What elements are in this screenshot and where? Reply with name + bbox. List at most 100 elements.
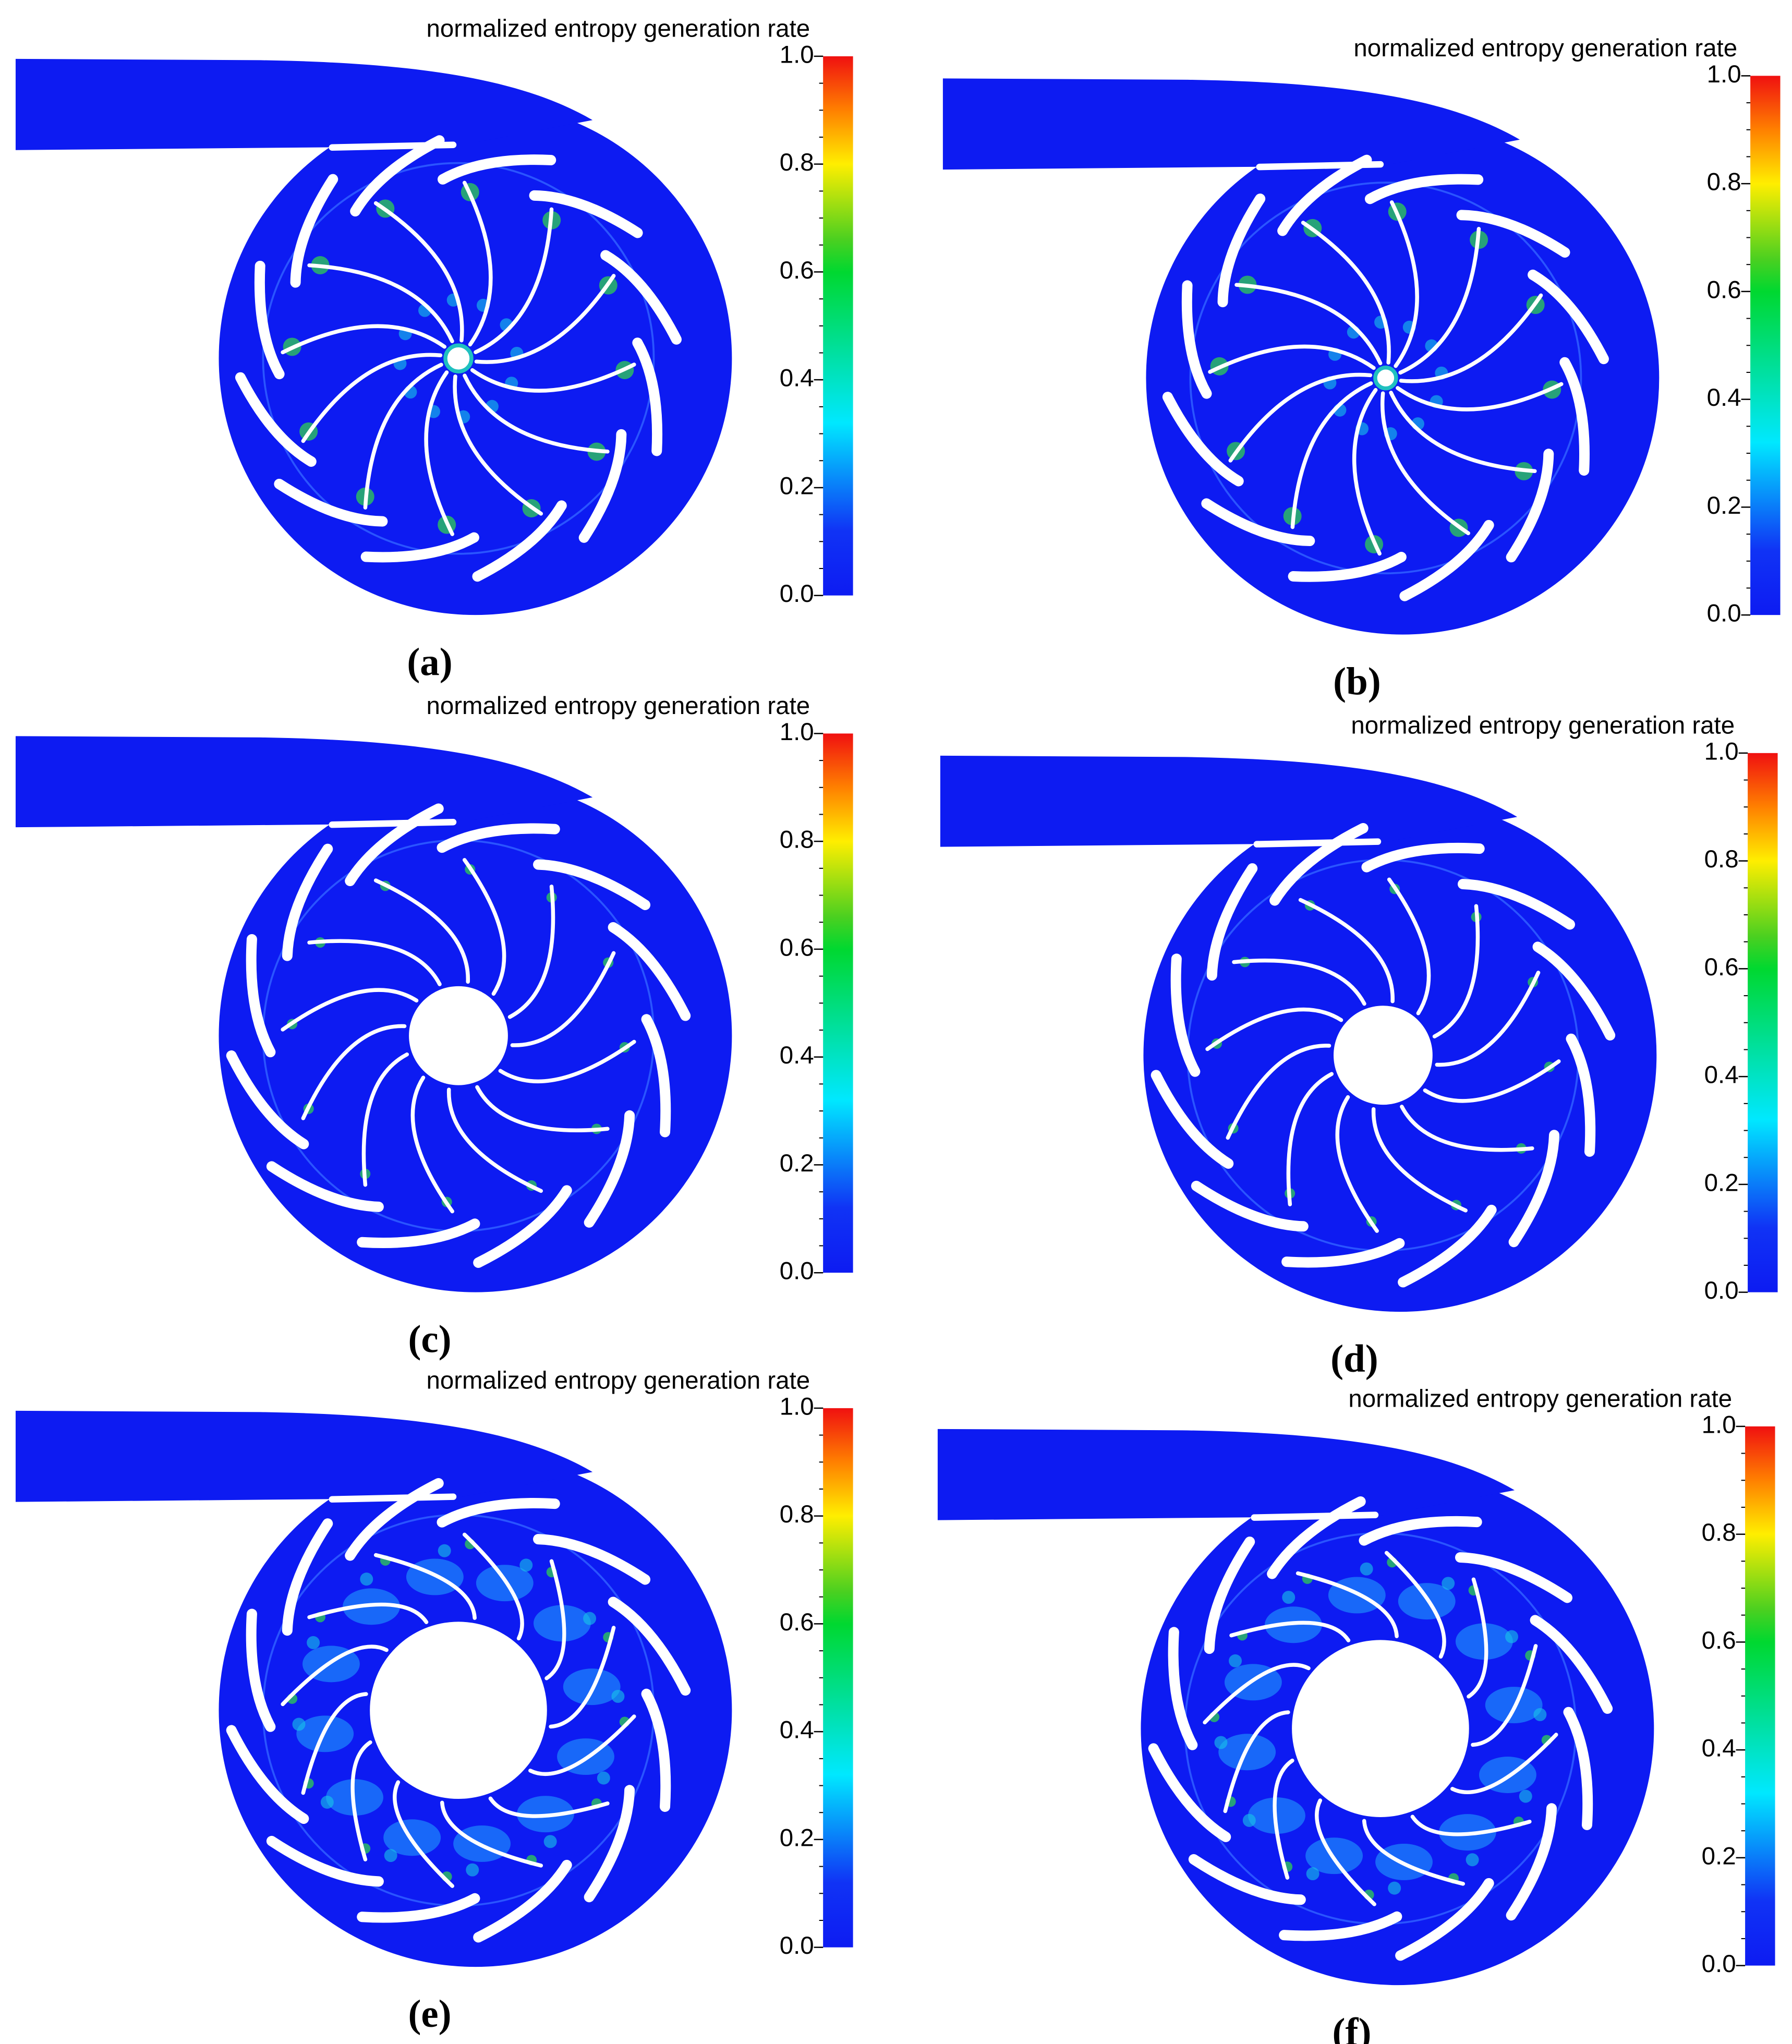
impeller-blade [1232,958,1366,1006]
impeller-blade [1295,1571,1399,1638]
impeller-blade [1450,1733,1558,1795]
tick-label: 0.4 [780,1042,814,1069]
impeller-blade [1384,1551,1446,1659]
panel: normalized entropy generation rate 0.0 0.2… [942,34,1781,703]
impeller-blade [1273,1758,1294,1880]
flow-spot [384,1849,397,1862]
flow-spot [1388,1881,1401,1895]
tick-label: 1.0 [780,718,814,746]
flow-spot [1214,1736,1228,1749]
guide-vane [641,1688,671,1812]
flow-spot [1229,1654,1242,1667]
guide-vane [1277,154,1372,236]
guide-vane [1559,357,1590,476]
guide-vane [1508,1130,1560,1248]
impeller-blade [1396,382,1564,412]
impeller-blade [1399,293,1543,383]
impeller-blade [1471,1644,1538,1747]
guide-vane [1288,552,1407,582]
volute-inlet [942,78,1520,170]
panel: normalized entropy generation rate 0.0 0.2… [940,711,1778,1381]
colorbar [1750,76,1781,615]
guide-vane [1188,1854,1306,1905]
impeller-blade [1229,1620,1351,1642]
tick-label: 0.8 [780,826,814,854]
impeller-blade [373,201,464,343]
panel-label: (f) [1333,2011,1372,2044]
guide-vane [246,934,276,1058]
flow-spot [543,1835,557,1848]
impeller-blade [307,939,442,986]
colorbar-title: normalized entropy generation rate [1351,711,1735,739]
tick-label: 0.2 [1704,1169,1739,1196]
tick-label: 1.0 [1702,1411,1736,1438]
panel: normalized entropy generation rate 0.0 0.2… [15,15,853,684]
impeller-blade [1467,1577,1488,1699]
guide-vane [1457,879,1575,930]
impeller-blade [1387,877,1431,1015]
impeller-blade [463,373,610,454]
impeller-blade [549,1626,616,1729]
panel: normalized entropy generation rate 0.0 0.2… [15,692,853,1361]
guide-vane [533,859,651,910]
guide-vane [608,922,691,1021]
tick-label: 0.0 [780,580,814,608]
impeller-blade [1286,1072,1334,1206]
impeller-blade [474,274,616,364]
flow-spot [583,1612,597,1625]
colorbar-title: normalized entropy generation rate [426,1366,810,1394]
impeller-blade [1290,381,1373,529]
impeller-blade [373,878,470,984]
impeller-blade [1423,1059,1561,1103]
guide-vane [1168,1627,1198,1750]
impeller-blade [301,353,443,443]
impeller-blade [373,1553,477,1620]
guide-vane [1532,941,1616,1041]
flow-spot [597,1771,610,1785]
flow-spot [1533,1708,1547,1721]
panel: normalized entropy generation rate 0.0 0.2… [15,1366,853,2036]
tick-label: 0.6 [780,934,814,961]
flow-spot [360,1573,373,1586]
tick-label: 0.6 [780,1608,814,1636]
volute-inlet [937,1429,1515,1520]
guide-vane [641,1014,671,1138]
impeller-blade [1389,200,1419,368]
impeller-blade [1371,1107,1468,1213]
colorbar-title: normalized entropy generation rate [426,692,810,720]
guide-vane [274,478,388,527]
guide-vane [1566,1033,1596,1157]
tick-label: 0.4 [780,1716,814,1744]
impeller-blade [301,1692,368,1795]
flow-spot [1282,1591,1295,1604]
tick-label: 0.8 [1707,168,1741,196]
impeller-blade [1228,372,1373,463]
flow-spot [1242,1813,1256,1827]
impeller-blade [307,263,454,344]
impeller-blade [281,1644,389,1707]
guide-vane [584,1110,635,1228]
colorbar [823,1408,853,1948]
colorbar-title: normalized entropy generation rate [426,15,810,42]
impeller-blade [1432,904,1480,1038]
guide-vane [1201,498,1315,547]
tick-label: 0.8 [1704,845,1739,873]
tick-label: 0.6 [1707,276,1741,304]
impeller-blade [361,1052,409,1187]
impeller-blade [281,988,419,1032]
impeller-blade [1315,1798,1376,1906]
tick-label: 0.4 [1707,384,1741,412]
flow-spot [1442,1577,1455,1590]
guide-vane [1530,1615,1613,1714]
tick-label: 0.4 [1704,1061,1739,1089]
tick-label: 0.6 [1704,953,1739,981]
hub [370,1622,547,1799]
guide-vane [1359,1516,1482,1546]
tick-label: 0.4 [780,365,814,392]
impeller-blade [1203,1663,1311,1725]
tick-label: 0.0 [780,1257,814,1285]
tick-label: 1.0 [1707,61,1741,88]
flow-spot [1306,1867,1319,1881]
